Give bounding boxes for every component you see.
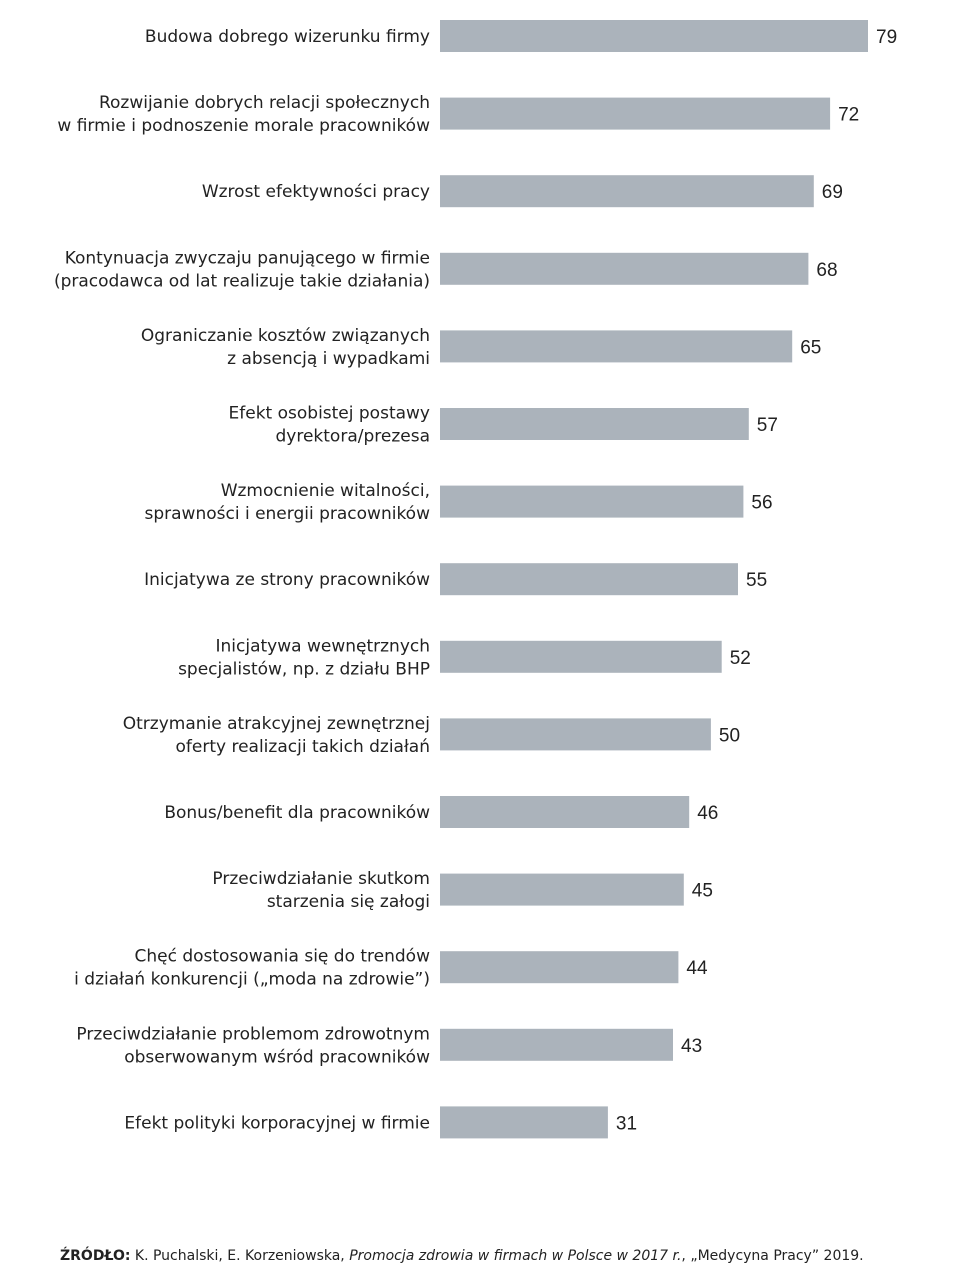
category-label-line: Ograniczanie kosztów związanych	[141, 326, 430, 346]
bar-9	[440, 640, 722, 673]
category-label-line: Efekt osobistej postawy	[229, 404, 430, 424]
value-label-4: 68	[816, 260, 837, 281]
value-label-8: 55	[746, 570, 767, 591]
bar-4	[440, 252, 809, 285]
category-label-2: Rozwijanie dobrych relacji społecznych w …	[57, 93, 430, 136]
value-label-10: 50	[719, 725, 740, 746]
category-label-line: dyrektora/prezesa	[276, 427, 431, 447]
bar-10	[440, 718, 711, 751]
category-label-11: Bonus/benefit dla pracowników	[164, 803, 430, 823]
category-label-5: Ograniczanie kosztów związanych z absencj…	[141, 326, 430, 369]
category-label-1: Budowa dobrego wizerunku firmy	[145, 27, 430, 47]
category-label-line: specjalistów, np. z działu BHP	[178, 659, 430, 679]
source-authors: K. Puchalski, E. Korzeniowska,	[130, 1248, 350, 1264]
category-label-10: Otrzymanie atrakcyjnej zewnętrznej oferty…	[123, 714, 430, 757]
source-prefix: ŹRÓDŁO:	[60, 1248, 131, 1264]
source-title: Promocja zdrowia w firmach w Polsce w 20…	[349, 1248, 682, 1264]
bar-13	[440, 951, 679, 984]
category-label-line: Przeciwdziałanie problemom zdrowotnym	[76, 1024, 430, 1044]
bar-11	[440, 796, 690, 828]
value-label-6: 57	[757, 415, 778, 436]
category-label-line: Wzmocnienie witalności,	[221, 481, 430, 501]
value-label-1: 79	[876, 27, 897, 48]
category-label-12: Przeciwdziałanie skutkom starzenia się za…	[212, 869, 430, 912]
category-label-line: starzenia się załogi	[267, 892, 430, 912]
bar-chart: 79 Budowa dobrego wizerunku firmy 72 Rozwij…	[54, 20, 897, 1139]
category-label-3: Wzrost efektywności pracy	[202, 182, 430, 202]
category-label-line: sprawności i energii pracowników	[144, 504, 430, 524]
value-label-3: 69	[822, 182, 843, 203]
category-label-line: oferty realizacji takich działań	[176, 737, 431, 757]
value-label-2: 72	[838, 105, 859, 126]
category-label-line: Kontynuacja zwyczaju panującego w firmie	[65, 248, 430, 268]
category-label-line: (pracodawca od lat realizuje takie dział…	[54, 271, 430, 291]
source-rest: , „Medycyna Pracy” 2019.	[681, 1248, 864, 1264]
category-label-line: Otrzymanie atrakcyjnej zewnętrznej	[123, 714, 430, 734]
category-label-line: i działań konkurencji („moda na zdrowie”…	[74, 970, 430, 990]
value-label-9: 52	[730, 648, 751, 669]
category-label-line: Inicjatywa wewnętrznych	[216, 636, 430, 656]
bar-12	[440, 873, 684, 906]
category-label-line: Chęć dostosowania się do trendów	[134, 947, 430, 967]
category-label-line: Efekt polityki korporacyjnej w firmie	[124, 1113, 430, 1133]
category-label-4: Kontynuacja zwyczaju panującego w firmie…	[54, 248, 430, 291]
category-label-15: Efekt polityki korporacyjnej w firmie	[124, 1113, 430, 1133]
value-label-7: 56	[751, 493, 772, 514]
value-label-13: 44	[686, 958, 708, 979]
category-label-line: Bonus/benefit dla pracowników	[164, 803, 430, 823]
source-note: ŹRÓDŁO: K. Puchalski, E. Korzeniowska, P…	[60, 1248, 940, 1264]
category-label-line: Wzrost efektywności pracy	[202, 182, 430, 202]
category-label-8: Inicjatywa ze strony pracowników	[144, 570, 430, 590]
category-label-line: Inicjatywa ze strony pracowników	[144, 570, 430, 590]
bar-14	[440, 1028, 673, 1061]
category-label-6: Efekt osobistej postawy dyrektora/prezesa	[229, 404, 430, 447]
bar-3	[440, 175, 814, 208]
bar-15	[440, 1106, 608, 1139]
category-label-7: Wzmocnienie witalności, sprawności i ener…	[144, 481, 430, 524]
category-label-line: Budowa dobrego wizerunku firmy	[145, 27, 430, 47]
value-label-15: 31	[616, 1113, 637, 1134]
value-label-11: 46	[697, 803, 718, 824]
value-label-12: 45	[692, 881, 713, 902]
category-label-9: Inicjatywa wewnętrznych specjalistów, np.…	[178, 636, 430, 679]
bar-7	[440, 485, 744, 518]
bar-6	[440, 408, 749, 440]
bar-5	[440, 330, 793, 363]
category-label-13: Chęć dostosowania się do trendów i działa…	[74, 947, 430, 990]
category-label-line: w firmie i podnoszenie morale pracownikó…	[57, 116, 430, 136]
category-label-line: Rozwijanie dobrych relacji społecznych	[99, 93, 430, 113]
bar-2	[440, 97, 831, 130]
category-label-line: Przeciwdziałanie skutkom	[212, 869, 430, 889]
category-label-14: Przeciwdziałanie problemom zdrowotnym obs…	[76, 1024, 430, 1067]
value-label-14: 43	[681, 1036, 702, 1057]
value-label-5: 65	[800, 337, 821, 358]
category-label-line: z absencją i wypadkami	[227, 349, 430, 369]
bar-1	[440, 20, 868, 52]
category-label-line: obserwowanym wśród pracowników	[124, 1047, 430, 1067]
bar-8	[440, 563, 738, 596]
